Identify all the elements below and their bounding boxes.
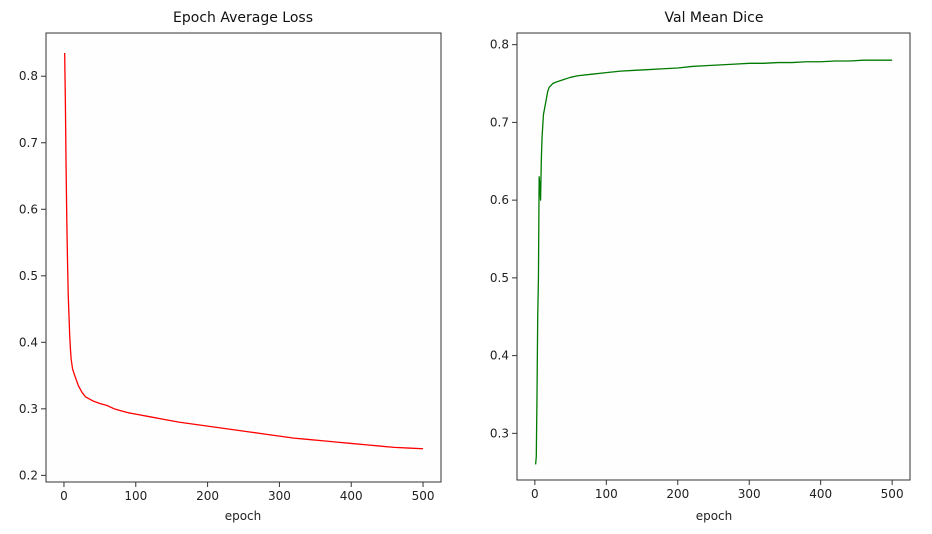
loss-x-tick-label: 200 [196,489,219,503]
loss-series-group [64,52,424,450]
loss-x-ticks: 0 100 200 300 400 500 [60,482,434,503]
dice-x-tick-label: 0 [531,487,539,501]
dice-y-tick-label: 0.8 [490,38,509,52]
dice-x-ticks: 0 100 200 300 400 500 [531,480,904,501]
loss-y-tick-label: 0.7 [19,136,38,150]
loss-x-tick-label: 0 [60,489,68,503]
dice-plot-area [516,32,911,481]
dice-series-line [534,59,893,465]
loss-y-tick-label: 0.6 [19,202,38,216]
loss-y-ticks: 0.2 0.3 0.4 0.5 0.6 0.7 0.8 [19,69,46,482]
loss-y-tick-label: 0.3 [19,402,38,416]
loss-x-tick-label: 100 [124,489,147,503]
dice-y-tick-label: 0.5 [490,271,509,285]
loss-y-tick-label: 0.5 [19,269,38,283]
dice-series-group [534,59,893,465]
loss-plot-area [45,32,442,483]
dice-y-tick-label: 0.3 [490,426,509,440]
loss-chart: Epoch Average Loss 0 100 200 300 400 500 0.20… [19,10,442,523]
loss-y-tick-label: 0.8 [19,69,38,83]
dice-y-ticks: 0.3 0.4 0.5 0.6 0.7 0.8 [490,38,517,440]
dice-y-tick-label: 0.7 [490,115,509,129]
dice-chart-title: Val Mean Dice [665,10,764,26]
loss-x-tick-label: 500 [412,489,435,503]
dice-x-tick-label: 100 [595,487,618,501]
loss-chart-title: Epoch Average Loss [173,10,313,26]
loss-x-axis-label: epoch [225,509,262,523]
loss-y-tick-label: 0.4 [19,335,38,349]
dice-y-tick-label: 0.4 [490,349,509,363]
dice-y-tick-label: 0.6 [490,193,509,207]
dice-x-tick-label: 400 [809,487,832,501]
dice-chart: Val Mean Dice 0 100 200 300 400 500 0.3 0.4 0.5… [490,10,911,523]
dice-x-tick-label: 300 [738,487,761,501]
loss-series-line [64,52,424,450]
loss-x-tick-label: 300 [268,489,291,503]
dice-x-tick-label: 500 [881,487,904,501]
dice-x-axis-label: epoch [696,509,733,523]
dice-x-tick-label: 200 [666,487,689,501]
loss-x-tick-label: 400 [340,489,363,503]
loss-y-tick-label: 0.2 [19,468,38,482]
